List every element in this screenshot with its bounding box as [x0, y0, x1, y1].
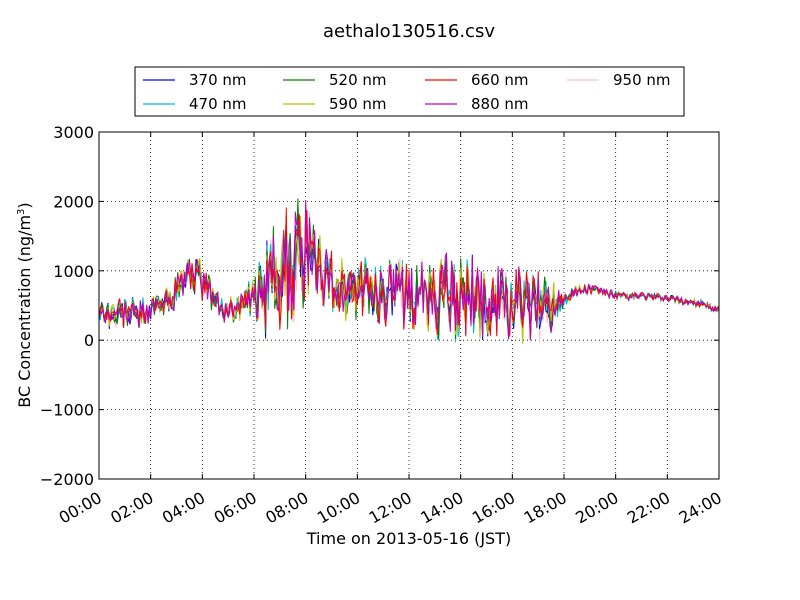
legend-label: 520 nm: [329, 71, 387, 89]
legend-label: 590 nm: [329, 95, 387, 113]
y-tick-label: 0: [84, 331, 94, 350]
chart-title: aethalo130516.csv: [323, 21, 495, 42]
grid: [99, 132, 719, 479]
legend: 370 nm 470 nm 520 nm 590 nm 660 nm 880 nm 950 …: [134, 66, 685, 117]
legend-label: 470 nm: [189, 95, 247, 113]
y-tick-label: −1000: [40, 401, 94, 420]
legend-entries: 370 nm 470 nm 520 nm 590 nm 660 nm 880 nm 950 …: [143, 71, 671, 113]
y-axis-label: BC Concentration (ng/m3): [15, 202, 34, 407]
legend-label: 880 nm: [471, 95, 529, 113]
y-axis-label-superscript: 3: [16, 209, 27, 215]
legend-label: 950 nm: [613, 71, 671, 89]
y-axis-label-end: ): [15, 202, 34, 208]
y-tick-label: 1000: [53, 262, 94, 281]
x-axis-label: Time on 2013-05-16 (JST): [306, 529, 511, 548]
series-lines: [98, 198, 720, 345]
y-tick-label: −2000: [40, 470, 94, 489]
y-tick-label: 2000: [53, 192, 94, 211]
legend-label: 660 nm: [471, 71, 529, 89]
y-axis-ticks: −2000 −1000 0 1000 2000 3000: [40, 123, 719, 489]
legend-box: [134, 66, 685, 117]
legend-label: 370 nm: [189, 71, 247, 89]
series-line-880-nm: [98, 200, 720, 340]
y-axis-label-main: BC Concentration (ng/m: [15, 215, 34, 408]
y-tick-label: 3000: [53, 123, 94, 142]
